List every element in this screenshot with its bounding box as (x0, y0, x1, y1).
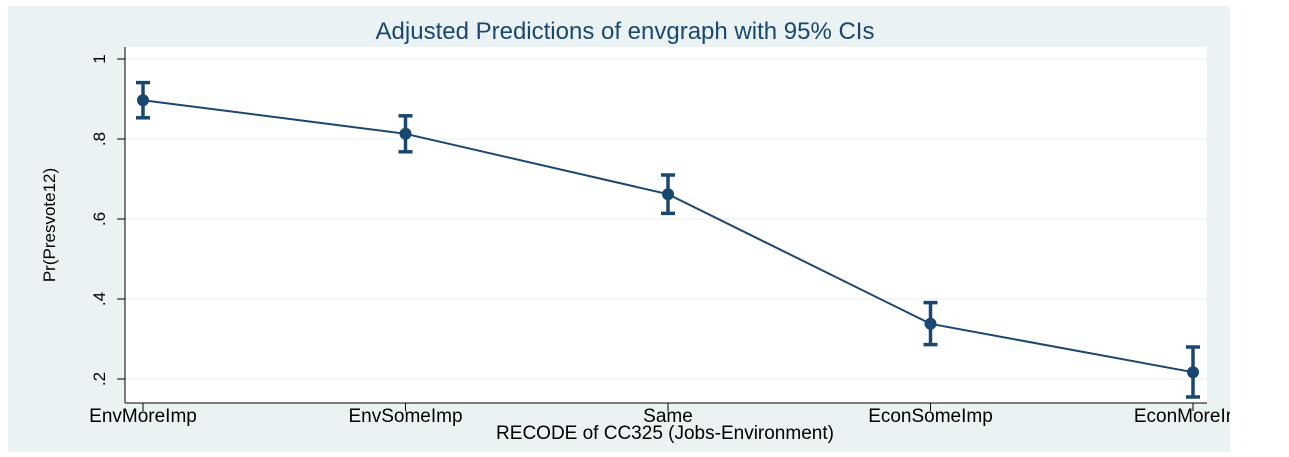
axes (124, 47, 1207, 404)
y-ticks: .2 .4 .6 .8 1 (90, 54, 125, 386)
chart: .2 .4 .6 .8 1 EnvMoreImp EnvSomeImp Same EconSo… (40, 18, 1230, 444)
data-point (924, 317, 937, 330)
y-tick-label: .8 (90, 132, 109, 146)
grid-lines (125, 58, 1207, 380)
data-point (1187, 366, 1199, 379)
data-points (137, 94, 1199, 379)
data-point (662, 188, 674, 201)
data-point (399, 127, 412, 140)
y-tick-label: .2 (90, 372, 109, 386)
y-axis-label: Pr(Presvote12) (40, 168, 59, 282)
x-axis-label: RECODE of CC325 (Jobs-Environment) (496, 423, 834, 444)
data-point (137, 94, 149, 107)
plot-area (125, 47, 1207, 403)
x-tick-label: Same (643, 406, 693, 427)
x-tick-label: EnvMoreImp (89, 406, 197, 427)
x-tick-label: EconMoreImp (1134, 406, 1230, 427)
y-tick-label: .4 (90, 292, 109, 306)
chart-title: Adjusted Predictions of envgraph with 95… (376, 18, 875, 45)
chart-frame: .2 .4 .6 .8 1 EnvMoreImp EnvSomeImp Same EconSo… (8, 6, 1230, 452)
x-tick-label: EnvSomeImp (348, 406, 462, 427)
y-tick-label: .6 (90, 212, 109, 226)
y-tick-label: 1 (90, 54, 109, 63)
x-tick-label: EconSomeImp (868, 406, 993, 427)
x-ticks: EnvMoreImp EnvSomeImp Same EconSomeImp EconM… (89, 403, 1230, 427)
